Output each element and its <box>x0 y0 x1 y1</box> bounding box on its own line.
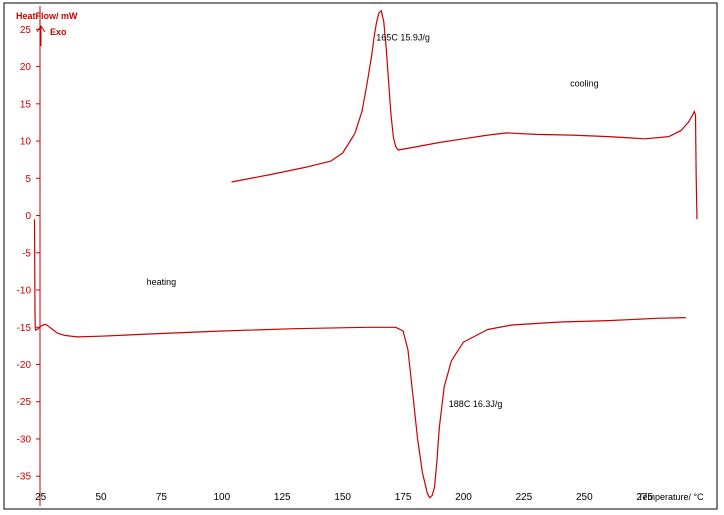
annotation-label: 165C 15.9J/g <box>376 33 430 43</box>
y-tick-label: 0 <box>25 211 31 222</box>
annotation-label: 188C 16.3J/g <box>449 399 503 409</box>
y-axis-title: HeatFlow/ mW <box>16 11 78 21</box>
annotation-label: heating <box>147 277 177 287</box>
series-group <box>33 10 698 499</box>
annotations: 165C 15.9J/g cooling heating 188C 16.3J/g <box>147 33 599 409</box>
y-tick-label: 5 <box>25 174 31 185</box>
x-tick-label: 150 <box>334 492 351 503</box>
y-tick-label: 10 <box>20 137 32 148</box>
x-tick-label: 225 <box>516 492 533 503</box>
y-tick-label: -5 <box>22 248 31 259</box>
x-tick-label: 275 <box>636 492 653 503</box>
y-tick-label: 25 <box>20 25 32 36</box>
y-tick-label: 20 <box>20 62 32 73</box>
x-tick-label: 200 <box>455 492 472 503</box>
x-tick-label: 125 <box>274 492 291 503</box>
x-tick-label: 175 <box>395 492 412 503</box>
annotation-label: cooling <box>570 79 599 89</box>
exo-label: Exo <box>50 27 67 37</box>
x-tick-label: 100 <box>213 492 230 503</box>
y-tick-label: 15 <box>20 99 32 110</box>
x-tick-label: 75 <box>156 492 168 503</box>
x-axis-title: Temperature/ °C <box>638 492 704 502</box>
x-tick-label: 250 <box>576 492 593 503</box>
x-tick-label: 50 <box>95 492 107 503</box>
y-tick-label: -10 <box>17 286 32 297</box>
series-heating-line <box>33 219 686 499</box>
x-tick-label: 25 <box>35 492 47 503</box>
y-tick-label: -15 <box>17 323 32 334</box>
exo-arrow-icon <box>36 25 46 46</box>
series-cooling-line <box>231 10 698 220</box>
y-tick-label: -30 <box>17 434 32 445</box>
plot-frame <box>3 2 718 510</box>
y-tick-label: -20 <box>17 360 32 371</box>
y-tick-label: -25 <box>17 397 32 408</box>
x-ticks: 25 50 75 100 125 150 175 200 225 250 275 <box>35 492 654 503</box>
y-tick-label: -35 <box>17 472 32 483</box>
